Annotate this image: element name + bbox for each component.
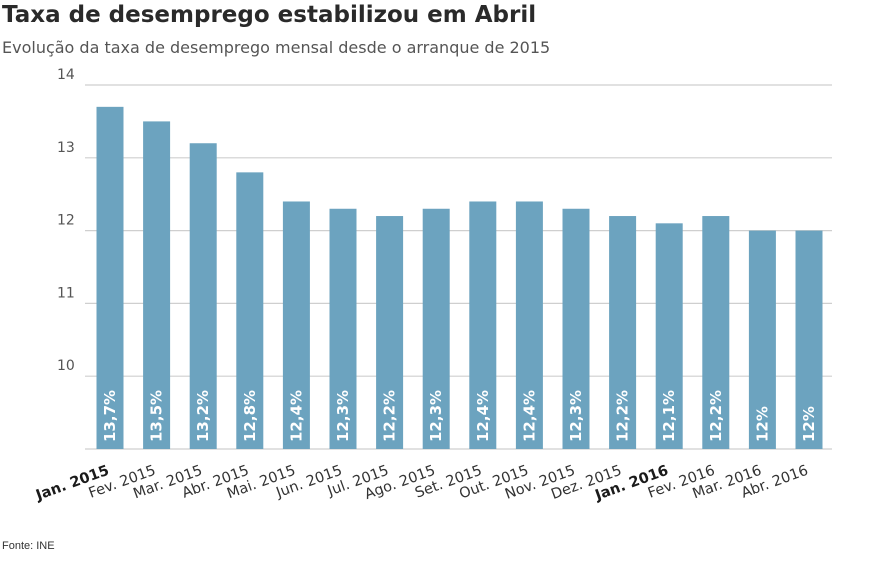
data-label: 13,2%	[194, 390, 212, 442]
data-label: 12%	[753, 406, 771, 442]
bar	[329, 208, 357, 449]
bar	[748, 230, 776, 449]
data-label: 13,5%	[148, 390, 166, 442]
bar	[795, 230, 823, 449]
bar	[469, 201, 497, 449]
data-label: 12,3%	[567, 390, 585, 442]
chart-subtitle: Evolução da taxa de desemprego mensal de…	[2, 38, 551, 57]
bar	[143, 121, 171, 450]
data-label: 12,1%	[660, 390, 678, 442]
y-tick-label: 12	[57, 213, 75, 229]
bar	[189, 143, 217, 450]
bar	[282, 201, 310, 449]
data-label: 12,3%	[427, 390, 445, 442]
y-tick-label: 11	[57, 285, 75, 301]
data-label: 12%	[800, 406, 818, 442]
y-tick-label: 14	[57, 67, 75, 83]
y-tick-label: 10	[57, 358, 75, 374]
bar	[376, 216, 404, 449]
bars	[96, 106, 823, 450]
y-tick-label: 13	[57, 140, 75, 156]
data-label: 12,4%	[287, 390, 305, 442]
data-label: 12,2%	[381, 390, 399, 442]
data-label: 12,8%	[241, 390, 259, 442]
bar	[609, 216, 637, 449]
bar	[655, 223, 683, 449]
chart-title: Taxa de desemprego estabilizou em Abril	[2, 2, 537, 28]
bar	[236, 172, 264, 450]
bar	[562, 208, 590, 449]
bar	[422, 208, 450, 449]
y-axis-ticks: 10 11 12 13 14	[57, 67, 75, 374]
bar	[96, 106, 124, 449]
data-label: 12,3%	[334, 390, 352, 442]
data-label: 12,2%	[707, 390, 725, 442]
data-label: 12,4%	[474, 390, 492, 442]
data-label: 12,2%	[614, 390, 632, 442]
bar	[702, 216, 730, 449]
source-note: Fonte: INE	[2, 540, 55, 552]
data-label: 12,4%	[520, 390, 538, 442]
data-labels: 13,7% 13,5% 13,2% 12,8% 12,4% 12,3% 12,2% 12,3%…	[101, 390, 818, 442]
data-label: 13,7%	[101, 390, 119, 442]
bar	[515, 201, 543, 449]
